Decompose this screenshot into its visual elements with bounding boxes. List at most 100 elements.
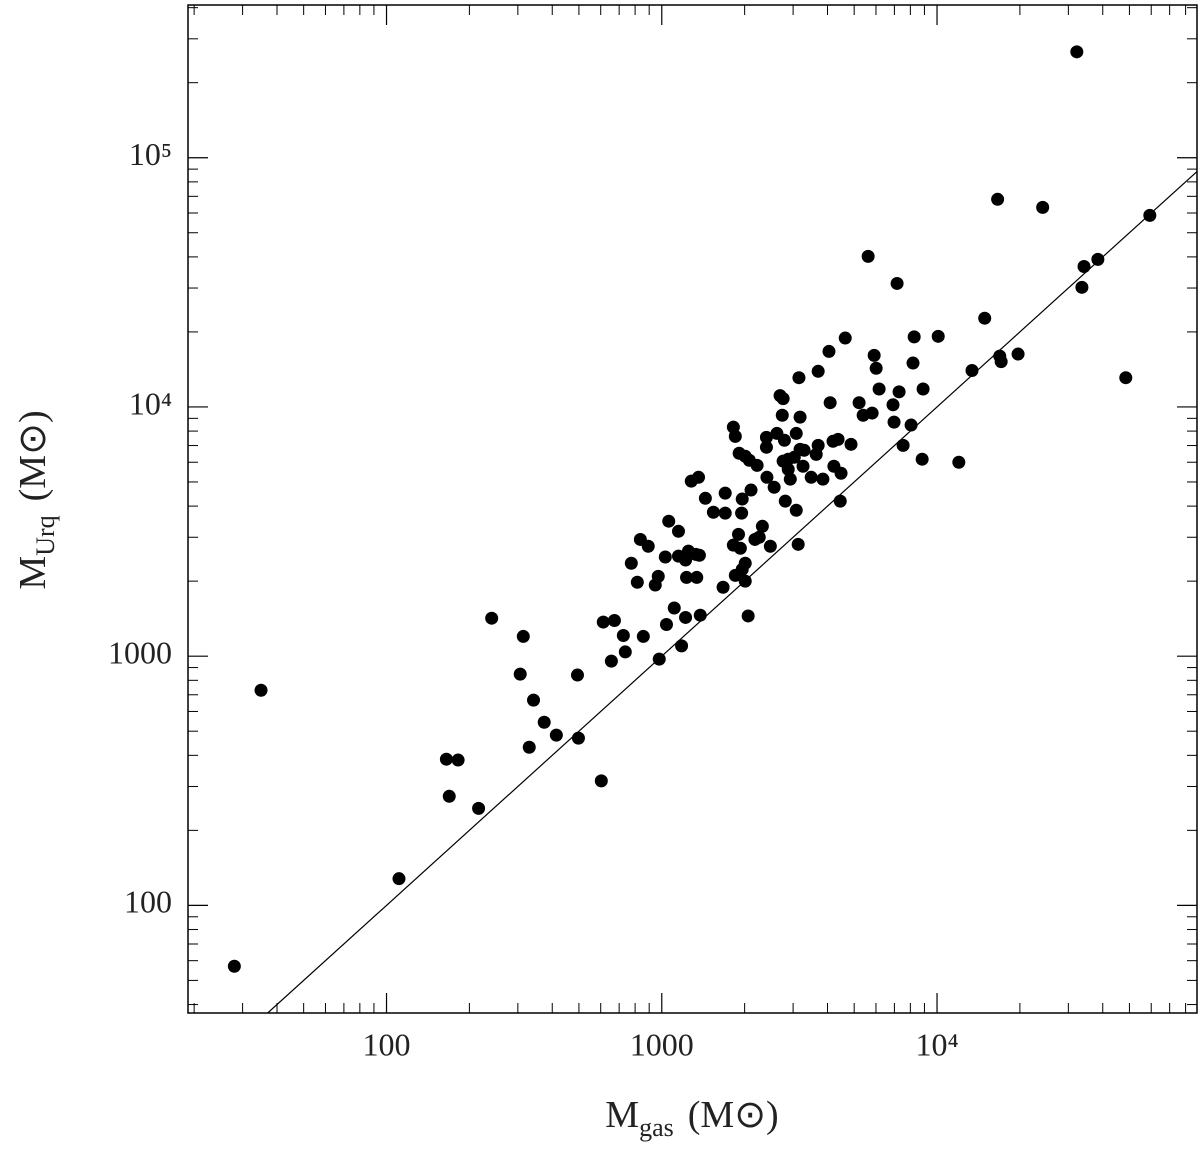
data-point: [965, 364, 979, 378]
data-point: [693, 608, 707, 622]
data-point: [994, 355, 1008, 369]
data-point: [792, 371, 806, 385]
data-point: [991, 192, 1005, 206]
data-point: [797, 443, 811, 457]
data-point: [675, 639, 689, 653]
data-point: [781, 462, 795, 476]
data-point: [607, 614, 621, 628]
data-point: [706, 505, 720, 519]
data-point: [442, 789, 456, 803]
data-point: [783, 472, 797, 486]
data-point: [892, 385, 906, 399]
data-point: [698, 491, 712, 505]
data-point: [662, 514, 676, 528]
data-point: [811, 364, 825, 378]
data-point: [718, 506, 732, 520]
data-point: [852, 396, 866, 410]
data-point: [651, 569, 665, 583]
data-point: [718, 486, 732, 500]
data-point: [931, 329, 945, 343]
data-point: [869, 361, 883, 375]
data-point: [692, 548, 706, 562]
data-point: [763, 539, 777, 553]
data-point: [1077, 260, 1091, 274]
data-point: [735, 492, 749, 506]
y-tick-label: 10⁵: [129, 136, 172, 172]
data-point: [1091, 252, 1105, 266]
data-point: [793, 410, 807, 424]
data-point: [816, 472, 830, 486]
data-point: [778, 494, 792, 508]
x-tick-label: 1000: [630, 1026, 694, 1062]
data-point: [624, 556, 638, 570]
y-tick-label: 100: [124, 884, 172, 920]
data-point: [527, 693, 541, 707]
data-point: [658, 550, 672, 564]
data-point: [728, 429, 742, 443]
data-point: [1011, 347, 1025, 361]
data-point: [755, 519, 769, 533]
data-point: [472, 801, 486, 815]
data-point: [741, 609, 755, 623]
data-point: [760, 470, 774, 484]
data-point: [659, 617, 673, 631]
data-point: [789, 426, 803, 440]
data-point: [865, 406, 879, 420]
data-point: [750, 458, 764, 472]
data-point: [915, 452, 929, 466]
data-point: [861, 249, 875, 263]
data-point: [775, 408, 789, 422]
data-point: [636, 629, 650, 643]
data-point: [822, 344, 836, 358]
data-point: [692, 470, 706, 484]
data-point: [641, 539, 655, 553]
data-point: [811, 438, 825, 452]
data-point: [485, 611, 499, 625]
data-point: [516, 629, 530, 643]
data-point: [907, 330, 921, 344]
data-point: [680, 570, 694, 584]
data-point: [594, 774, 608, 788]
data-point: [604, 654, 618, 668]
data-point: [952, 455, 966, 469]
data-point: [844, 437, 858, 451]
data-point: [616, 629, 630, 643]
data-point: [522, 740, 536, 754]
data-point: [872, 382, 886, 396]
data-point: [1143, 208, 1157, 222]
data-point: [439, 752, 453, 766]
data-point: [834, 466, 848, 480]
data-point: [570, 668, 584, 682]
data-point: [978, 311, 992, 325]
data-point: [537, 715, 551, 729]
data-point: [735, 506, 749, 520]
y-tick-label: 10⁴: [129, 385, 172, 421]
data-point: [227, 959, 241, 973]
data-point: [1075, 280, 1089, 294]
data-point: [776, 392, 790, 406]
data-point: [744, 483, 758, 497]
data-point: [759, 440, 773, 454]
data-point: [667, 601, 681, 615]
x-tick-label: 100: [363, 1026, 411, 1062]
reference-line: [267, 171, 1197, 1013]
data-point: [549, 728, 563, 742]
data-point: [831, 432, 845, 446]
data-point: [596, 615, 610, 629]
data-point: [451, 753, 465, 767]
data-point: [789, 503, 803, 517]
data-point: [823, 396, 837, 410]
data-point: [652, 652, 666, 666]
plot-frame: [187, 4, 1198, 1014]
data-point: [513, 667, 527, 681]
data-point: [392, 872, 406, 886]
data-point: [833, 494, 847, 508]
data-point: [896, 438, 910, 452]
data-point: [796, 459, 810, 473]
data-point: [1119, 371, 1133, 385]
data-point: [716, 580, 730, 594]
data-point: [804, 470, 818, 484]
data-point: [791, 537, 805, 551]
